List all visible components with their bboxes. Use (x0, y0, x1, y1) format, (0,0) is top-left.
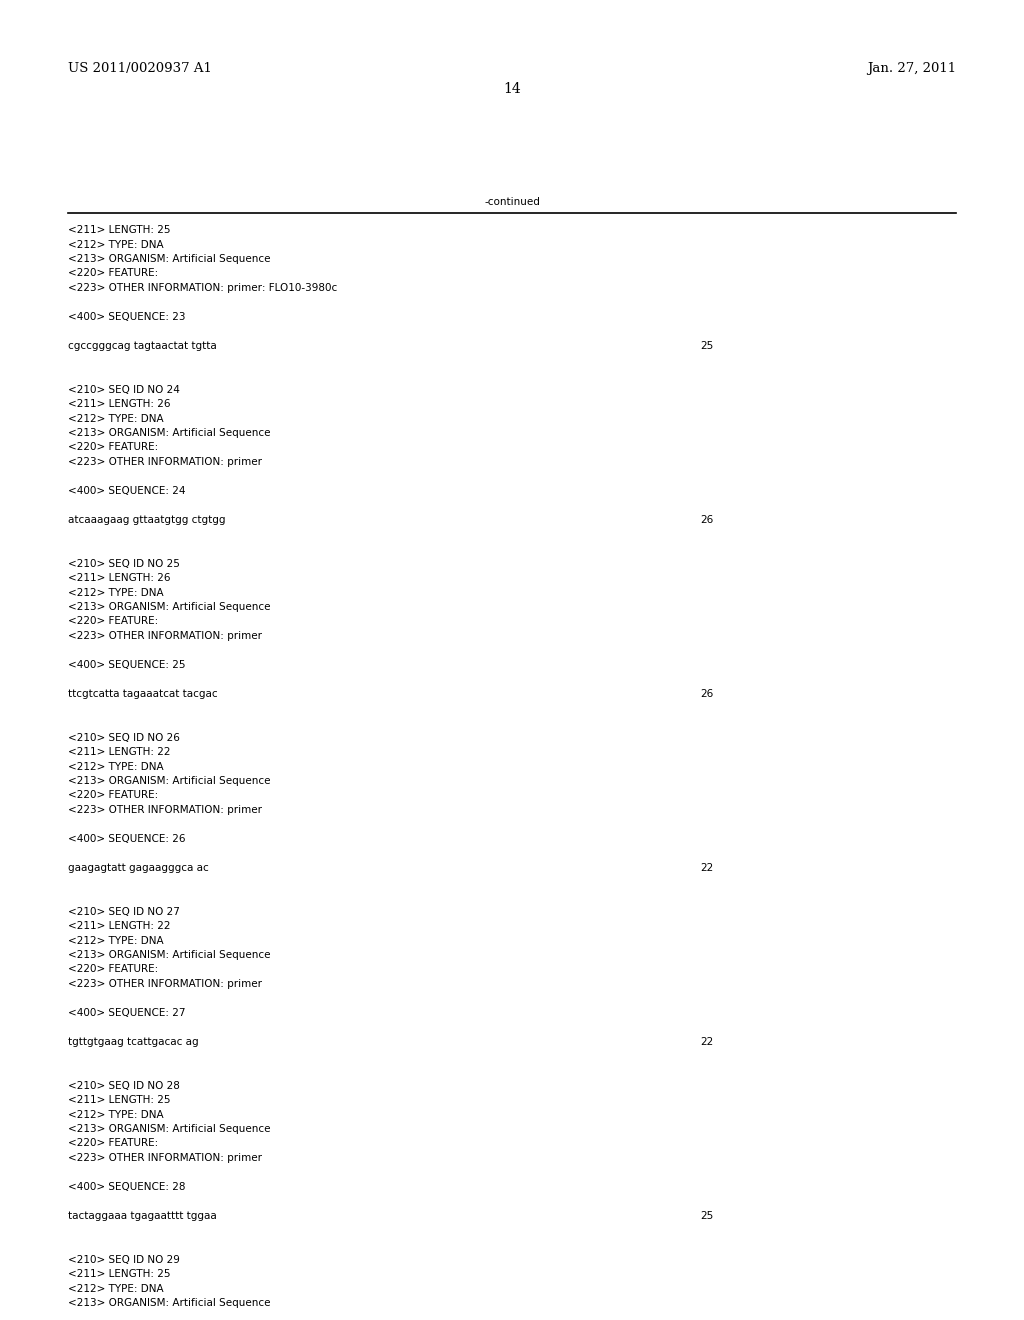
Text: 26: 26 (700, 689, 714, 700)
Text: <400> SEQUENCE: 28: <400> SEQUENCE: 28 (68, 1181, 185, 1192)
Text: 25: 25 (700, 341, 714, 351)
Text: <212> TYPE: DNA: <212> TYPE: DNA (68, 587, 164, 598)
Text: <220> FEATURE:: <220> FEATURE: (68, 965, 159, 974)
Text: -continued: -continued (484, 197, 540, 207)
Text: <213> ORGANISM: Artificial Sequence: <213> ORGANISM: Artificial Sequence (68, 950, 270, 960)
Text: <220> FEATURE:: <220> FEATURE: (68, 791, 159, 800)
Text: <211> LENGTH: 22: <211> LENGTH: 22 (68, 747, 171, 756)
Text: <213> ORGANISM: Artificial Sequence: <213> ORGANISM: Artificial Sequence (68, 776, 270, 785)
Text: <210> SEQ ID NO 24: <210> SEQ ID NO 24 (68, 384, 180, 395)
Text: <210> SEQ ID NO 25: <210> SEQ ID NO 25 (68, 558, 180, 569)
Text: <210> SEQ ID NO 27: <210> SEQ ID NO 27 (68, 907, 180, 916)
Text: <212> TYPE: DNA: <212> TYPE: DNA (68, 1283, 164, 1294)
Text: <210> SEQ ID NO 28: <210> SEQ ID NO 28 (68, 1081, 180, 1090)
Text: <211> LENGTH: 22: <211> LENGTH: 22 (68, 921, 171, 931)
Text: <210> SEQ ID NO 29: <210> SEQ ID NO 29 (68, 1254, 180, 1265)
Text: ttcgtcatta tagaaatcat tacgac: ttcgtcatta tagaaatcat tacgac (68, 689, 218, 700)
Text: <223> OTHER INFORMATION: primer: <223> OTHER INFORMATION: primer (68, 631, 262, 642)
Text: <400> SEQUENCE: 23: <400> SEQUENCE: 23 (68, 312, 185, 322)
Text: <212> TYPE: DNA: <212> TYPE: DNA (68, 239, 164, 249)
Text: <220> FEATURE:: <220> FEATURE: (68, 1138, 159, 1148)
Text: 22: 22 (700, 1038, 714, 1047)
Text: US 2011/0020937 A1: US 2011/0020937 A1 (68, 62, 212, 75)
Text: <400> SEQUENCE: 24: <400> SEQUENCE: 24 (68, 486, 185, 496)
Text: <211> LENGTH: 26: <211> LENGTH: 26 (68, 399, 171, 409)
Text: Jan. 27, 2011: Jan. 27, 2011 (867, 62, 956, 75)
Text: 22: 22 (700, 863, 714, 873)
Text: <220> FEATURE:: <220> FEATURE: (68, 268, 159, 279)
Text: tgttgtgaag tcattgacac ag: tgttgtgaag tcattgacac ag (68, 1038, 199, 1047)
Text: <223> OTHER INFORMATION: primer: <223> OTHER INFORMATION: primer (68, 979, 262, 989)
Text: <213> ORGANISM: Artificial Sequence: <213> ORGANISM: Artificial Sequence (68, 1125, 270, 1134)
Text: atcaaagaag gttaatgtgg ctgtgg: atcaaagaag gttaatgtgg ctgtgg (68, 515, 225, 525)
Text: 25: 25 (700, 1210, 714, 1221)
Text: cgccgggcag tagtaactat tgtta: cgccgggcag tagtaactat tgtta (68, 341, 217, 351)
Text: <211> LENGTH: 25: <211> LENGTH: 25 (68, 224, 171, 235)
Text: <212> TYPE: DNA: <212> TYPE: DNA (68, 936, 164, 945)
Text: <211> LENGTH: 25: <211> LENGTH: 25 (68, 1096, 171, 1105)
Text: <223> OTHER INFORMATION: primer: <223> OTHER INFORMATION: primer (68, 805, 262, 814)
Text: tactaggaaa tgagaatttt tggaa: tactaggaaa tgagaatttt tggaa (68, 1210, 217, 1221)
Text: <212> TYPE: DNA: <212> TYPE: DNA (68, 1110, 164, 1119)
Text: <400> SEQUENCE: 27: <400> SEQUENCE: 27 (68, 1008, 185, 1018)
Text: <213> ORGANISM: Artificial Sequence: <213> ORGANISM: Artificial Sequence (68, 602, 270, 612)
Text: 14: 14 (503, 82, 521, 96)
Text: <213> ORGANISM: Artificial Sequence: <213> ORGANISM: Artificial Sequence (68, 253, 270, 264)
Text: <400> SEQUENCE: 25: <400> SEQUENCE: 25 (68, 660, 185, 671)
Text: <211> LENGTH: 25: <211> LENGTH: 25 (68, 1269, 171, 1279)
Text: <223> OTHER INFORMATION: primer: FLO10-3980c: <223> OTHER INFORMATION: primer: FLO10-3… (68, 282, 337, 293)
Text: <213> ORGANISM: Artificial Sequence: <213> ORGANISM: Artificial Sequence (68, 428, 270, 438)
Text: <210> SEQ ID NO 26: <210> SEQ ID NO 26 (68, 733, 180, 742)
Text: <223> OTHER INFORMATION: primer: <223> OTHER INFORMATION: primer (68, 1152, 262, 1163)
Text: 26: 26 (700, 515, 714, 525)
Text: <212> TYPE: DNA: <212> TYPE: DNA (68, 762, 164, 771)
Text: <213> ORGANISM: Artificial Sequence: <213> ORGANISM: Artificial Sequence (68, 1298, 270, 1308)
Text: <220> FEATURE:: <220> FEATURE: (68, 616, 159, 627)
Text: gaagagtatt gagaagggca ac: gaagagtatt gagaagggca ac (68, 863, 209, 873)
Text: <220> FEATURE:: <220> FEATURE: (68, 442, 159, 453)
Text: <223> OTHER INFORMATION: primer: <223> OTHER INFORMATION: primer (68, 457, 262, 467)
Text: <211> LENGTH: 26: <211> LENGTH: 26 (68, 573, 171, 583)
Text: <400> SEQUENCE: 26: <400> SEQUENCE: 26 (68, 834, 185, 843)
Text: <212> TYPE: DNA: <212> TYPE: DNA (68, 413, 164, 424)
